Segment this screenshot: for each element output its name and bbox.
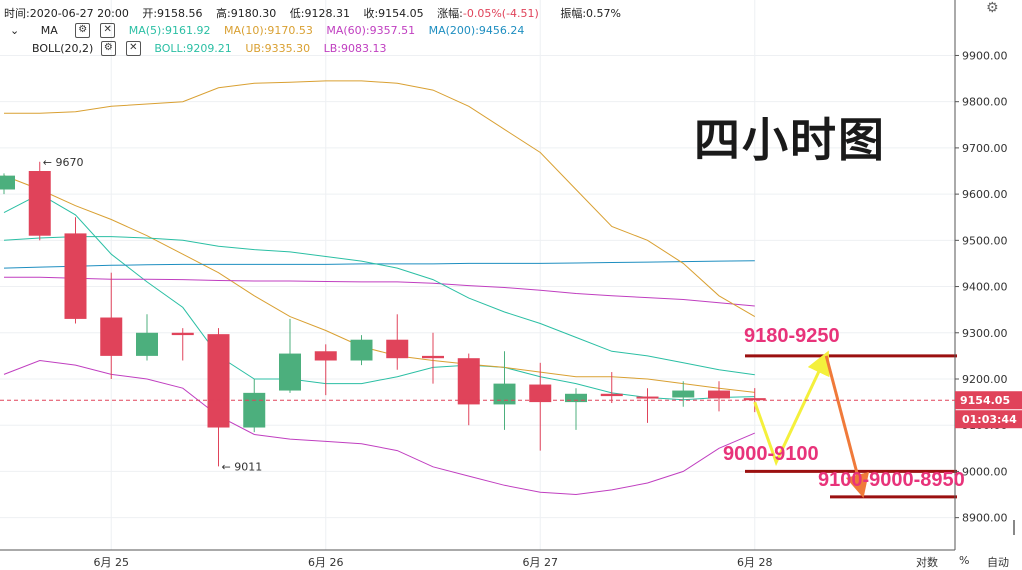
projection-down-arrow <box>824 355 870 499</box>
series-ub <box>4 80 756 318</box>
annotation-support-low: 9000-9100 <box>723 443 819 465</box>
time-tick-label: 6月 25 <box>94 556 130 568</box>
price-tick-label: 9700.00 <box>962 142 1008 155</box>
high-label: 高:9180.30 <box>216 7 277 20</box>
ma10-value: MA(10):9170.53 <box>224 23 313 37</box>
indicator-lines <box>3 80 756 496</box>
annotation-downside: 9100-9000-8950 <box>818 469 965 491</box>
price-tick-label: 9600.00 <box>962 188 1008 201</box>
ma-name: MA <box>40 23 58 37</box>
candle-body <box>386 339 409 359</box>
ma-collapse-icon[interactable]: ⌄ <box>10 23 20 37</box>
candle-body <box>672 390 695 398</box>
ma-settings-icon[interactable]: ⚙ <box>75 23 91 38</box>
price-axis[interactable]: 8900.009000.009100.009200.009300.009400.… <box>954 0 1015 550</box>
log-scale-button[interactable]: 对数 <box>916 556 938 569</box>
price-tick-label: 9300.00 <box>962 327 1008 340</box>
candle-body <box>136 332 158 356</box>
price-tick-label: 9800.00 <box>962 96 1008 109</box>
price-tag: 9154.05 01:03:44 <box>0 391 1022 429</box>
boll-value: BOLL:9209.21 <box>154 41 232 55</box>
time-tick-label: 6月 27 <box>523 556 559 568</box>
candle-body <box>529 384 552 403</box>
time-tick-label: 6月 26 <box>308 556 344 568</box>
bottom-bar: 对数 % 自动 <box>0 552 1022 569</box>
price-tag-box <box>955 391 1022 410</box>
close-label: 收:9154.05 <box>363 7 424 20</box>
chart-grid <box>0 0 955 550</box>
auto-scale-button[interactable]: 自动 <box>987 556 1009 569</box>
ma-close-icon[interactable]: ✕ <box>100 23 116 38</box>
ma200-value: MA(200):9456.24 <box>428 23 525 37</box>
ma-info: ⌄ MA ⚙ ✕ MA(5):9161.92 MA(10):9170.53 MA(… <box>4 23 534 38</box>
candle-body <box>171 332 194 336</box>
series-ma5 <box>3 193 755 401</box>
candle-body <box>100 317 123 356</box>
projection-arrows <box>753 350 870 499</box>
time-tick-label: 6月 28 <box>737 556 773 568</box>
amplitude-label: 振幅:0.57% <box>560 7 621 20</box>
countdown-value: 01:03:44 <box>962 413 1017 426</box>
candle-body <box>0 175 15 190</box>
candle-body <box>743 398 766 401</box>
change-label: 涨幅: <box>437 7 463 20</box>
candle-body <box>207 334 230 428</box>
open-label: 开:9158.56 <box>142 7 203 20</box>
price-tick-label: 9000.00 <box>962 465 1008 478</box>
candles[interactable]: ← 9670 ← 9011 <box>0 156 766 474</box>
boll-settings-icon[interactable]: ⚙ <box>100 41 116 56</box>
ma5-value: MA(5):9161.92 <box>128 23 211 37</box>
ohlc-info: 时间:2020-06-27 20:00 开:9158.56 高:9180.30 … <box>4 5 631 21</box>
series-ma10 <box>3 175 755 393</box>
boll-name: BOLL(20,2) <box>32 41 94 55</box>
annotation-target-high: 9180-9250 <box>744 325 840 347</box>
percent-button[interactable]: % <box>959 554 970 567</box>
series-boll <box>3 236 755 376</box>
series-ma200 <box>3 260 755 269</box>
settings-gear-icon[interactable]: ⚙ <box>986 0 999 16</box>
candle-body <box>243 392 266 428</box>
price-tag-value: 9154.05 <box>960 394 1010 407</box>
boll-close-icon[interactable]: ✕ <box>125 41 141 56</box>
price-tick-label: 9400.00 <box>962 281 1008 294</box>
series-ma60 <box>4 276 755 307</box>
candle-body <box>457 358 480 405</box>
candle-body <box>600 393 623 397</box>
boll-info: BOLL(20,2) ⚙ ✕ BOLL:9209.21 UB:9335.30 LB… <box>4 41 396 56</box>
candle-body <box>350 339 373 361</box>
candle-body <box>28 171 51 236</box>
price-tick-label: 9900.00 <box>962 49 1008 62</box>
candle-body <box>636 396 659 399</box>
countdown-box <box>955 410 1022 429</box>
time-axis[interactable]: 6月 25 6月 26 6月 27 6月 28 <box>0 549 955 568</box>
price-tick-label: 8900.00 <box>962 512 1008 525</box>
lb-value: LB:9083.13 <box>323 41 387 55</box>
ub-value: UB:9335.30 <box>245 41 311 55</box>
candle-body <box>314 351 337 361</box>
candle-body <box>493 383 516 405</box>
high-marker: ← 9670 <box>43 156 84 169</box>
candle-body <box>565 393 587 403</box>
candle-body <box>708 390 730 399</box>
time-label: 时间:2020-06-27 20:00 <box>4 7 129 20</box>
ma60-value: MA(60):9357.51 <box>326 23 416 37</box>
change-value: -0.05%(-4.51) <box>462 7 539 20</box>
low-marker: ← 9011 <box>222 460 263 473</box>
candle-body <box>64 233 87 319</box>
price-tick-label: 9200.00 <box>962 373 1008 386</box>
chart-title: 四小时图 <box>694 113 886 167</box>
low-label: 低:9128.31 <box>289 7 350 20</box>
price-tick-label: 9500.00 <box>962 234 1008 247</box>
candle-body <box>422 355 444 359</box>
projection-up-arrow <box>753 350 830 467</box>
candle-body <box>279 353 301 391</box>
series-lb <box>3 359 755 496</box>
